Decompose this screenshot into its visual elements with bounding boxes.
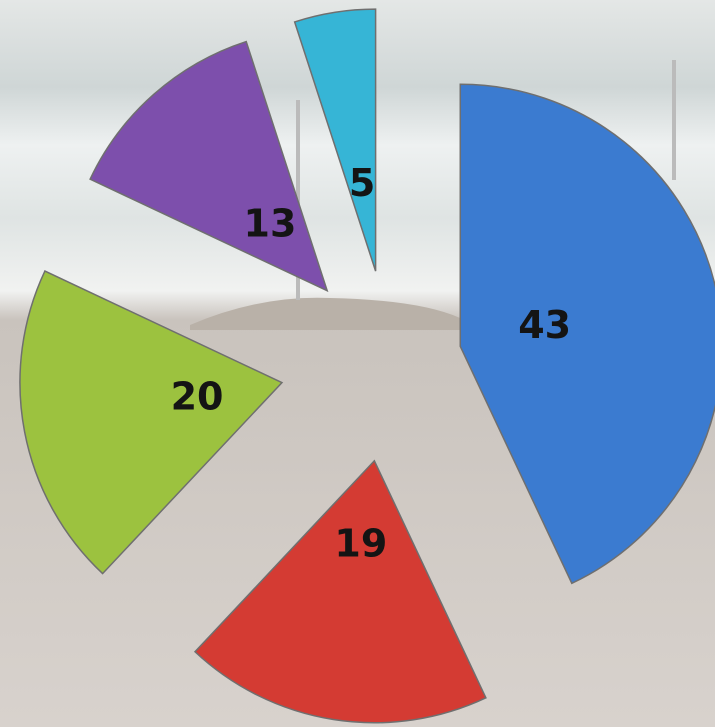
value-label: 20 — [171, 374, 224, 418]
value-label: 13 — [244, 201, 297, 245]
rock — [190, 297, 460, 330]
pie: 43 19 20 13 5 — [19, 8, 715, 724]
value-label: 19 — [334, 522, 387, 566]
value-label: 43 — [518, 303, 571, 347]
pie-slice — [193, 459, 487, 724]
value-label: 5 — [349, 161, 375, 205]
pie-slice — [19, 270, 284, 575]
pie-slice — [293, 8, 377, 272]
pie-slice — [89, 40, 329, 293]
pie-slice — [459, 83, 715, 585]
